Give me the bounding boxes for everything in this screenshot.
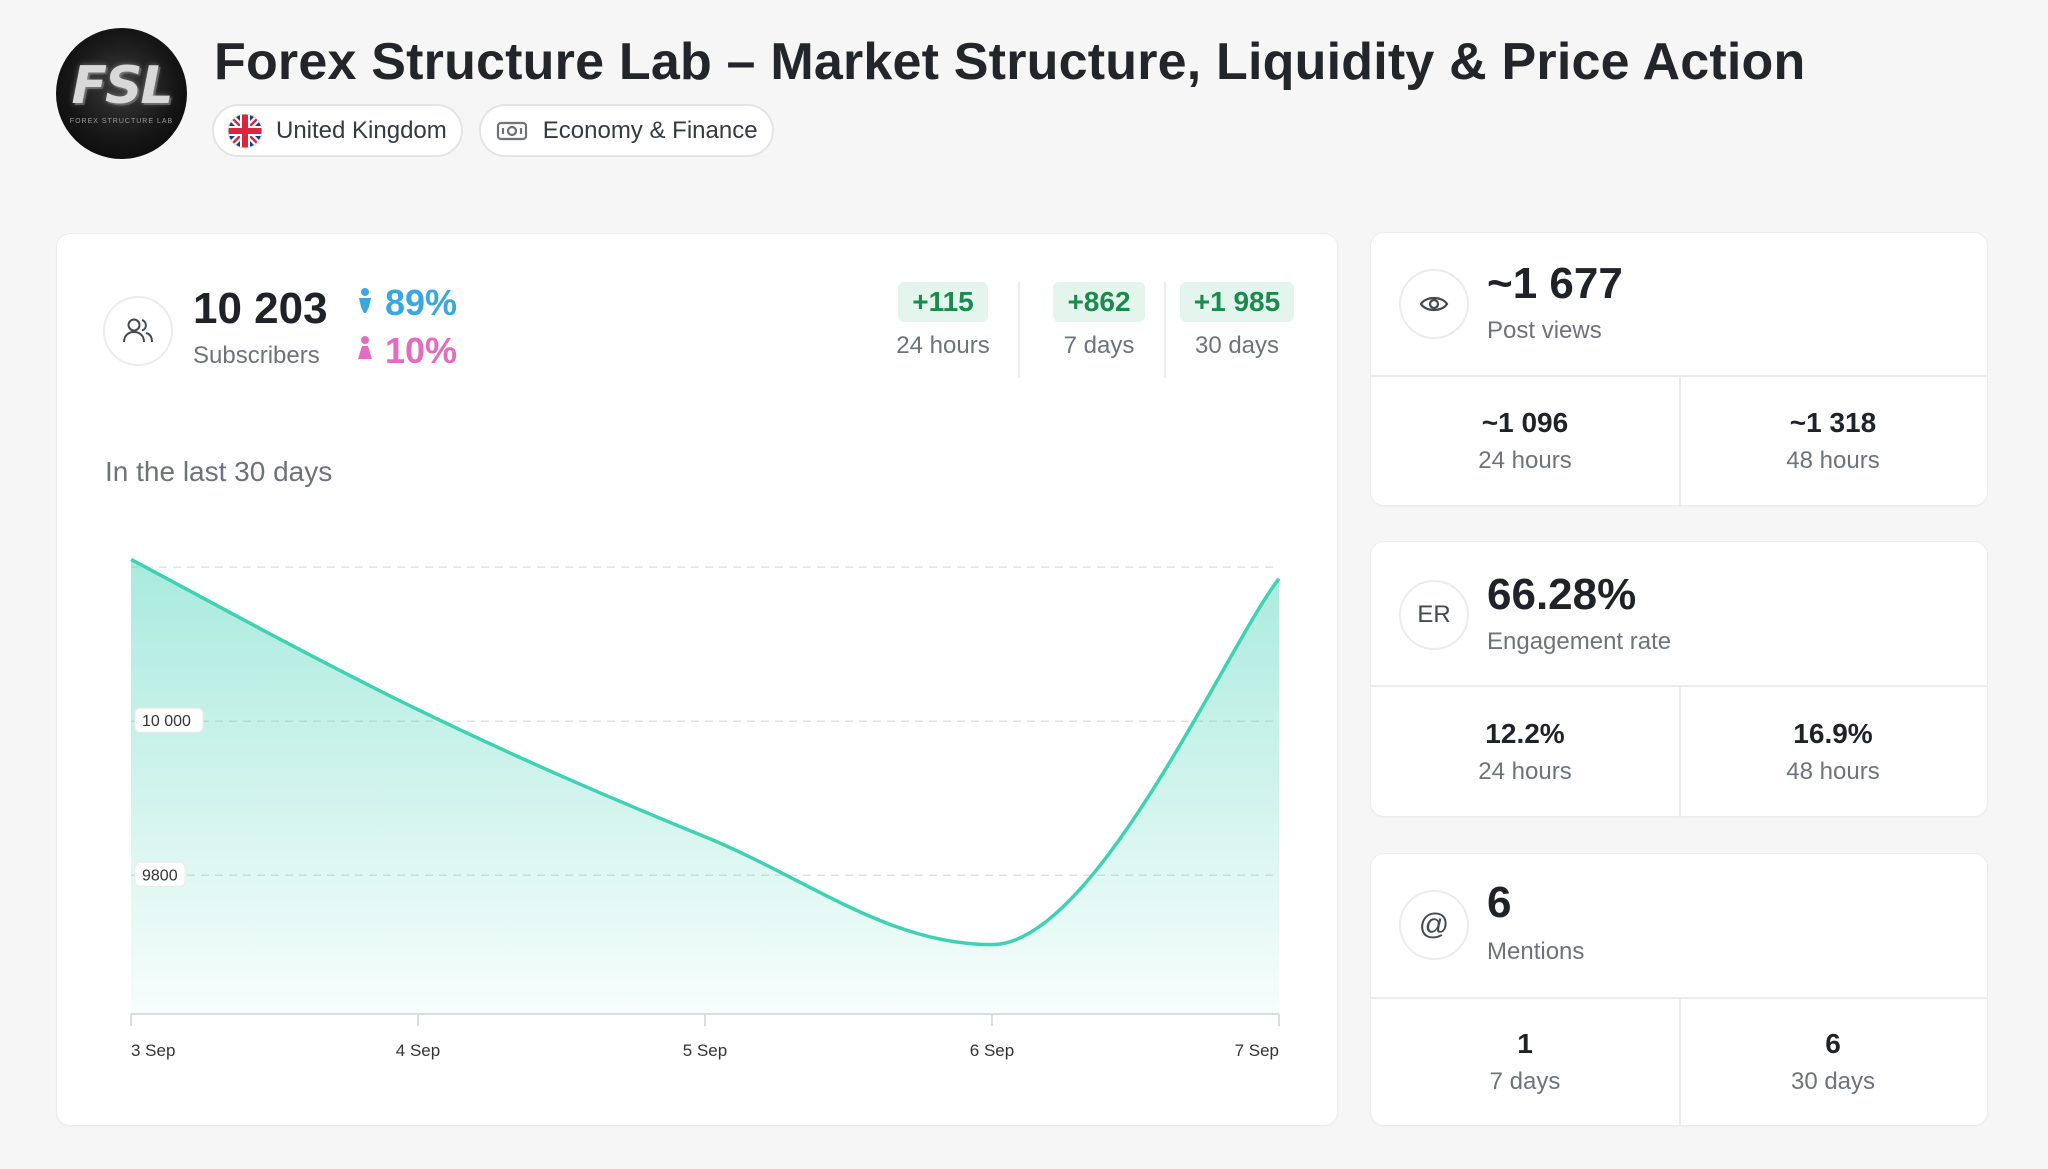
mentions-30d: 6 30 days: [1679, 1028, 1987, 1096]
mentions-30d-label: 30 days: [1790, 1068, 1876, 1095]
male-icon: [357, 282, 373, 324]
x-tick-label: 3 Sep: [131, 1041, 175, 1060]
gridline-label: 10 000: [142, 713, 191, 730]
series-line: [130, 557, 1281, 947]
mentions-total: 6: [1487, 878, 1512, 927]
users-icon: [103, 296, 173, 366]
channel-header: FSL FOREX STRUCTURE LAB Forex Structure …: [56, 26, 2016, 162]
growth-24h: +115 24 hours: [887, 282, 999, 360]
chart-title: In the last 30 days: [105, 456, 333, 487]
channel-tags: United Kingdom Economy & Finance: [212, 104, 774, 157]
male-percent: 89%: [385, 282, 458, 323]
engagement-48h: 16.9% 48 hours: [1679, 718, 1987, 786]
avatar-logo-text: FSL: [71, 56, 173, 116]
category-chip[interactable]: Economy & Finance: [478, 104, 774, 157]
area-fill: [131, 559, 1279, 1014]
country-label: United Kingdom: [276, 116, 447, 144]
engagement-48h-label: 48 hours: [1786, 758, 1880, 785]
divider: [1371, 997, 1987, 999]
post-views-24h: ~1 096 24 hours: [1371, 407, 1679, 475]
x-tick-label: 6 Sep: [970, 1041, 1014, 1060]
engagement-label: Engagement rate: [1487, 628, 1672, 655]
mentions-7d: 1 7 days: [1371, 1028, 1679, 1096]
post-views-48h-label: 48 hours: [1786, 447, 1880, 474]
post-views-24h-label: 24 hours: [1478, 447, 1572, 474]
post-views-card: ~1 677 Post views ~1 096 24 hours ~1 318…: [1370, 232, 1988, 507]
divider: [1679, 377, 1681, 507]
eye-icon: [1399, 269, 1469, 339]
post-views-48h-value: ~1 318: [1789, 407, 1877, 438]
growth-divider: [1164, 282, 1166, 378]
subscriber-count: 10 203: [193, 284, 328, 333]
mentions-label: Mentions: [1487, 938, 1585, 965]
divider: [1371, 375, 1987, 377]
female-share: 10%: [357, 330, 457, 372]
subscribers-card: 10 203 Subscribers 89% 10% +115 24 hours…: [56, 233, 1338, 1126]
female-percent: 10%: [385, 330, 458, 371]
banknote-icon: [493, 112, 531, 150]
gridline-label: 9800: [142, 867, 178, 884]
engagement-24h-value: 12.2%: [1485, 718, 1565, 749]
mentions-card: @ 6 Mentions 1 7 days 6 30 days: [1370, 853, 1988, 1127]
x-tick-label: 5 Sep: [683, 1041, 727, 1060]
mentions-7d-value: 1: [1517, 1028, 1533, 1059]
uk-flag-icon: [226, 112, 264, 150]
channel-avatar[interactable]: FSL FOREX STRUCTURE LAB: [56, 28, 187, 159]
gridline-label-bg: [134, 861, 186, 887]
growth-30d: +1 985 30 days: [1177, 282, 1297, 360]
engagement-24h: 12.2% 24 hours: [1371, 718, 1679, 786]
x-tick-label: 4 Sep: [396, 1041, 440, 1060]
male-share: 89%: [357, 282, 457, 324]
engagement-card: ER 66.28% Engagement rate 12.2% 24 hours…: [1370, 541, 1988, 818]
engagement-rate-icon: ER: [1399, 580, 1469, 650]
growth-24h-label: 24 hours: [896, 332, 990, 359]
growth-7d-value: +862: [1053, 282, 1145, 322]
engagement-48h-value: 16.9%: [1793, 718, 1873, 749]
post-views-48h: ~1 318 48 hours: [1679, 407, 1987, 475]
growth-7d: +862 7 days: [1049, 282, 1149, 360]
mentions-30d-value: 6: [1825, 1028, 1841, 1059]
engagement-total: 66.28%: [1487, 570, 1637, 619]
at-sign-icon: @: [1399, 890, 1469, 960]
growth-24h-value: +115: [898, 282, 988, 322]
gridline-label-bg: [134, 707, 204, 733]
country-chip[interactable]: United Kingdom: [212, 104, 463, 157]
subscriber-label: Subscribers: [193, 342, 320, 369]
post-views-total: ~1 677: [1487, 259, 1623, 308]
growth-7d-label: 7 days: [1063, 332, 1135, 359]
category-label: Economy & Finance: [542, 116, 758, 144]
x-tick-label: 7 Sep: [1235, 1041, 1279, 1060]
divider: [1371, 685, 1987, 687]
divider: [1679, 999, 1681, 1127]
avatar-logo-subtext: FOREX STRUCTURE LAB: [69, 118, 174, 125]
channel-title: Forex Structure Lab – Market Structure, …: [214, 33, 1806, 91]
growth-30d-label: 30 days: [1194, 332, 1280, 359]
divider: [1679, 687, 1681, 818]
subscribers-chart[interactable]: 9800 10 000 3 Sep 4 Sep 5 Sep 6 Sep 7 Sep: [105, 534, 1305, 1114]
female-icon: [357, 330, 373, 372]
engagement-24h-label: 24 hours: [1478, 758, 1572, 785]
mentions-7d-label: 7 days: [1489, 1068, 1561, 1095]
growth-30d-value: +1 985: [1179, 282, 1295, 322]
post-views-label: Post views: [1487, 317, 1602, 344]
growth-divider: [1018, 282, 1020, 378]
post-views-24h-value: ~1 096: [1481, 407, 1569, 438]
